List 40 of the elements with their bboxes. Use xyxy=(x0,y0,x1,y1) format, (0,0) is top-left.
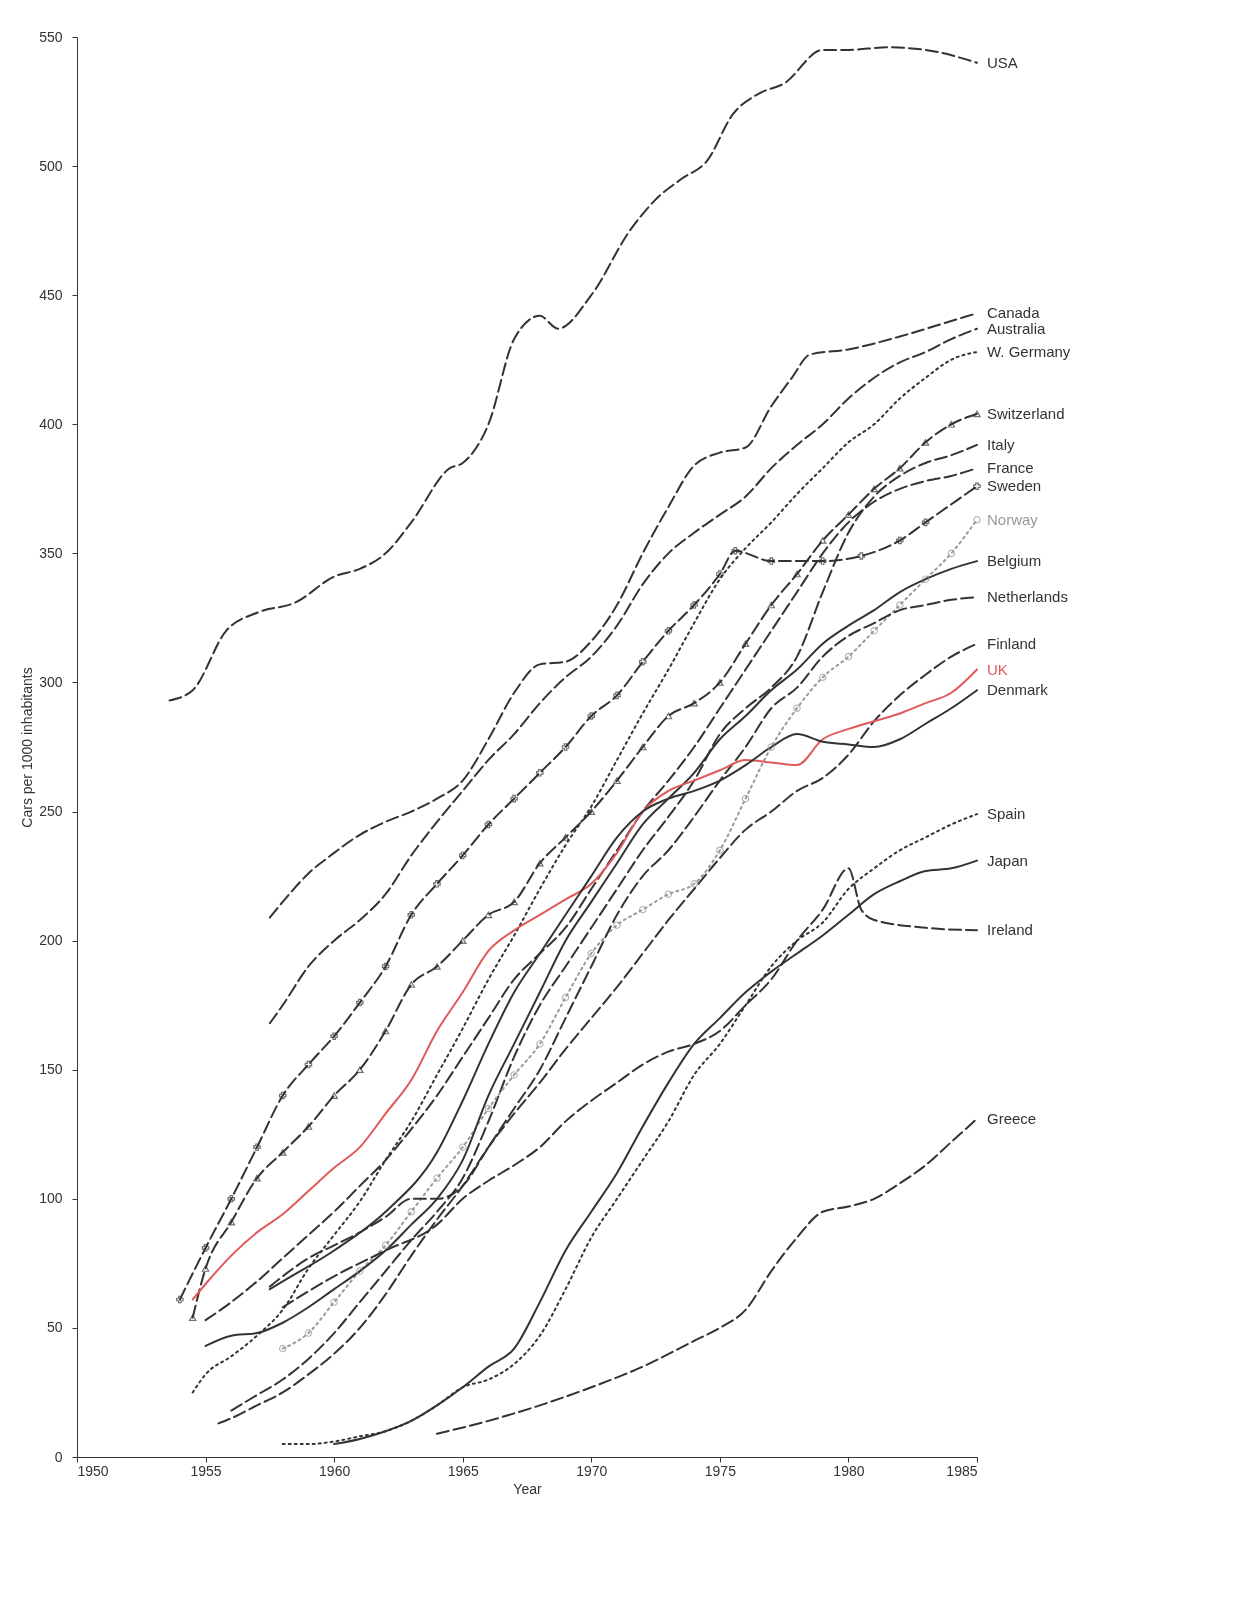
y-tick-label: 450 xyxy=(39,286,63,303)
series-label: W. Germany xyxy=(987,342,1071,360)
y-tick-label: 150 xyxy=(39,1061,63,1078)
series-label: Italy xyxy=(987,435,1016,453)
x-tick-label: 1985 xyxy=(946,1462,978,1479)
y-tick-label: 200 xyxy=(39,932,63,949)
x-tick-label: 1975 xyxy=(704,1462,737,1479)
series-label: Switzerland xyxy=(987,404,1065,422)
series-label: France xyxy=(987,459,1034,477)
series-label: Sweden xyxy=(987,477,1042,495)
series-label: USA xyxy=(987,53,1018,71)
x-axis-title: Year xyxy=(513,1480,542,1497)
x-tick-label: 1980 xyxy=(833,1462,865,1479)
y-tick-label: 400 xyxy=(39,415,63,432)
x-tick-label: 1955 xyxy=(190,1462,222,1479)
x-tick-label: 1960 xyxy=(319,1462,351,1479)
series-label: Greece xyxy=(987,1109,1037,1127)
series-label: Denmark xyxy=(987,681,1049,699)
y-tick-label: 350 xyxy=(39,544,63,561)
y-tick-label: 500 xyxy=(39,157,63,174)
y-tick-label: 0 xyxy=(54,1448,63,1465)
x-tick-label: 1950 xyxy=(77,1462,109,1479)
x-tick-label: 1965 xyxy=(447,1462,479,1479)
series-label: UK xyxy=(987,660,1008,678)
series-label: Spain xyxy=(987,805,1026,823)
y-tick-label: 100 xyxy=(39,1190,63,1207)
y-axis-title: Cars per 1000 inhabitants xyxy=(19,667,36,828)
series-label: Canada xyxy=(987,304,1041,322)
series-label: Ireland xyxy=(987,921,1033,939)
y-tick-label: 550 xyxy=(39,28,63,45)
y-tick-label: 300 xyxy=(39,673,63,690)
series-label: Norway xyxy=(987,510,1039,528)
y-tick-label: 50 xyxy=(46,1319,63,1336)
series-label: Australia xyxy=(987,319,1047,337)
x-tick-label: 1970 xyxy=(576,1462,608,1479)
y-tick-label: 250 xyxy=(39,803,63,820)
series-label: Belgium xyxy=(987,552,1042,570)
series-label: Finland xyxy=(987,634,1037,652)
series-label: Netherlands xyxy=(987,588,1068,606)
series-label: Japan xyxy=(987,851,1028,869)
